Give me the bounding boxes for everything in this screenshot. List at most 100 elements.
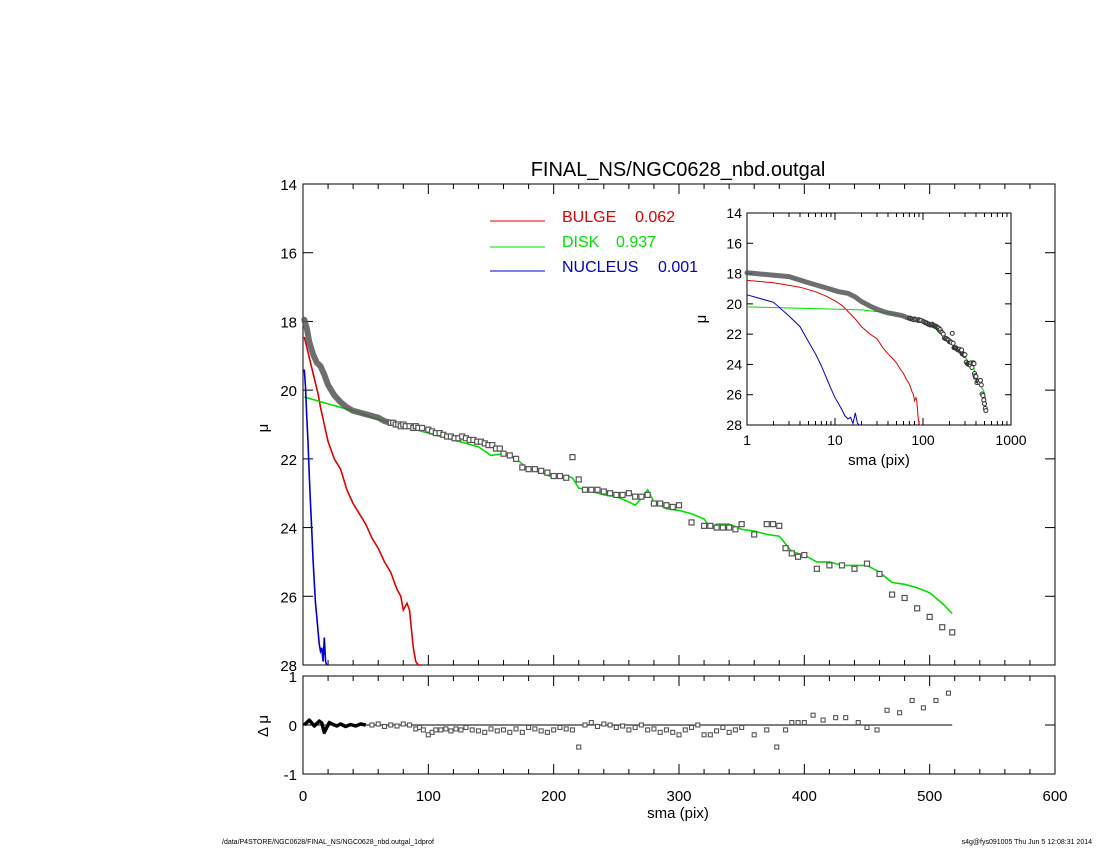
residual-x-ticks: 0 100 200 300 400 500 600 <box>299 676 1068 805</box>
residual-point <box>810 712 816 718</box>
data-point <box>489 442 496 449</box>
inset-data-point <box>949 330 955 336</box>
residual-point <box>557 724 563 731</box>
inset-y-tick-label: 28 <box>726 417 742 433</box>
data-point <box>838 562 846 569</box>
main-panel: 14 16 18 20 22 24 26 28 μ BULGE 0.062 DISK 0.93… <box>255 177 1056 675</box>
data-point <box>613 491 620 499</box>
residual-point <box>789 719 795 726</box>
inset-series-bulge-line <box>746 279 921 426</box>
residual-point <box>782 727 789 733</box>
inset-x-tick-label: 100 <box>911 432 935 448</box>
residual-point <box>463 724 469 731</box>
residual-point <box>494 728 500 734</box>
data-point <box>738 521 745 528</box>
data-point <box>550 472 557 480</box>
residual-y-ticks: -1 0 1 <box>284 669 1055 784</box>
residual-point <box>714 728 720 734</box>
residual-point <box>707 732 713 738</box>
residual-point <box>670 729 676 735</box>
residual-point <box>732 727 738 733</box>
residual-point <box>563 726 569 732</box>
residual-point <box>626 727 632 733</box>
residual-point <box>381 723 388 730</box>
inset-data-point <box>982 401 988 407</box>
data-point <box>726 524 733 531</box>
residual-x-tick-label: 300 <box>666 788 691 805</box>
data-point <box>801 551 808 559</box>
inset-observed-profile-thick-line <box>744 270 912 321</box>
main-y-axis-label: μ <box>255 424 272 433</box>
residual-point <box>613 724 619 731</box>
residual-point <box>701 732 707 738</box>
main-x-ticks <box>302 184 1056 665</box>
residual-point <box>820 717 826 723</box>
residual-point <box>720 724 726 731</box>
data-point <box>769 521 777 528</box>
residual-point <box>884 707 890 713</box>
inset-y-axis-label: μ <box>693 315 710 324</box>
main-y-tick-label: 26 <box>280 589 297 606</box>
series-nucleus-line <box>303 369 328 666</box>
data-point <box>939 624 946 631</box>
main-y-tick-label: 20 <box>280 383 297 400</box>
data-point <box>914 605 921 612</box>
legend-bulge-name: BULGE <box>562 209 616 226</box>
residual-point <box>657 729 663 735</box>
residual-point <box>469 727 475 733</box>
residual-x-tick-label: 400 <box>792 788 817 805</box>
data-point <box>496 445 503 452</box>
data-point <box>657 500 664 507</box>
main-y-tick-label: 14 <box>280 177 297 194</box>
data-point <box>581 486 589 493</box>
data-point <box>713 524 720 531</box>
legend-disk-name: DISK <box>562 234 600 251</box>
data-point <box>926 613 933 621</box>
inset-panel: 14 16 18 20 22 24 26 28 1 10 100 1000 μ sma (pix) <box>693 205 1027 469</box>
residual-y-tick-label: 0 <box>289 718 297 735</box>
series-disk-line <box>304 396 953 615</box>
data-point <box>863 560 871 567</box>
inset-x-tick-label: 1 <box>743 432 751 448</box>
inset-data-point <box>950 340 956 346</box>
inset-y-tick-label: 20 <box>726 296 742 312</box>
inset-data-point <box>969 364 975 370</box>
data-point <box>512 455 520 462</box>
data-point <box>688 519 695 526</box>
residual-point <box>513 726 519 732</box>
data-point <box>901 594 908 602</box>
observed-profile-thick-line <box>301 316 394 426</box>
data-point <box>669 503 676 511</box>
residual-point <box>795 719 801 726</box>
inset-series-nucleus-line <box>746 294 860 426</box>
residual-point <box>519 729 525 735</box>
inset-data-point <box>971 361 977 367</box>
residual-point <box>448 728 454 734</box>
inset-x-axis-label: sma (pix) <box>848 452 910 469</box>
residual-point <box>453 726 459 732</box>
residual-y-tick-label: -1 <box>284 767 297 784</box>
residual-point <box>500 727 507 733</box>
residual-x-tick-label: 0 <box>299 788 307 805</box>
residual-point <box>682 727 688 733</box>
main-series <box>301 316 956 666</box>
data-point <box>813 565 820 572</box>
data-point <box>763 521 770 528</box>
residual-point <box>488 726 494 732</box>
data-point <box>888 591 896 598</box>
footer-stamp: s4g@fys091005 Thu Jun 5 12:08:31 2014 <box>961 839 1092 846</box>
data-point <box>606 490 614 497</box>
data-point <box>638 493 645 500</box>
inset-data-point <box>980 392 986 398</box>
residual-point <box>897 710 903 716</box>
residual-point <box>433 727 439 733</box>
data-point <box>650 500 658 507</box>
inset-x-ticks: 1 10 100 1000 <box>743 213 1027 448</box>
data-point <box>569 454 576 461</box>
data-point <box>625 490 632 497</box>
inset-x-tick-label: 10 <box>827 432 843 448</box>
residual-point <box>764 727 770 733</box>
inset-y-tick-label: 16 <box>726 235 742 251</box>
residual-point <box>874 727 880 733</box>
